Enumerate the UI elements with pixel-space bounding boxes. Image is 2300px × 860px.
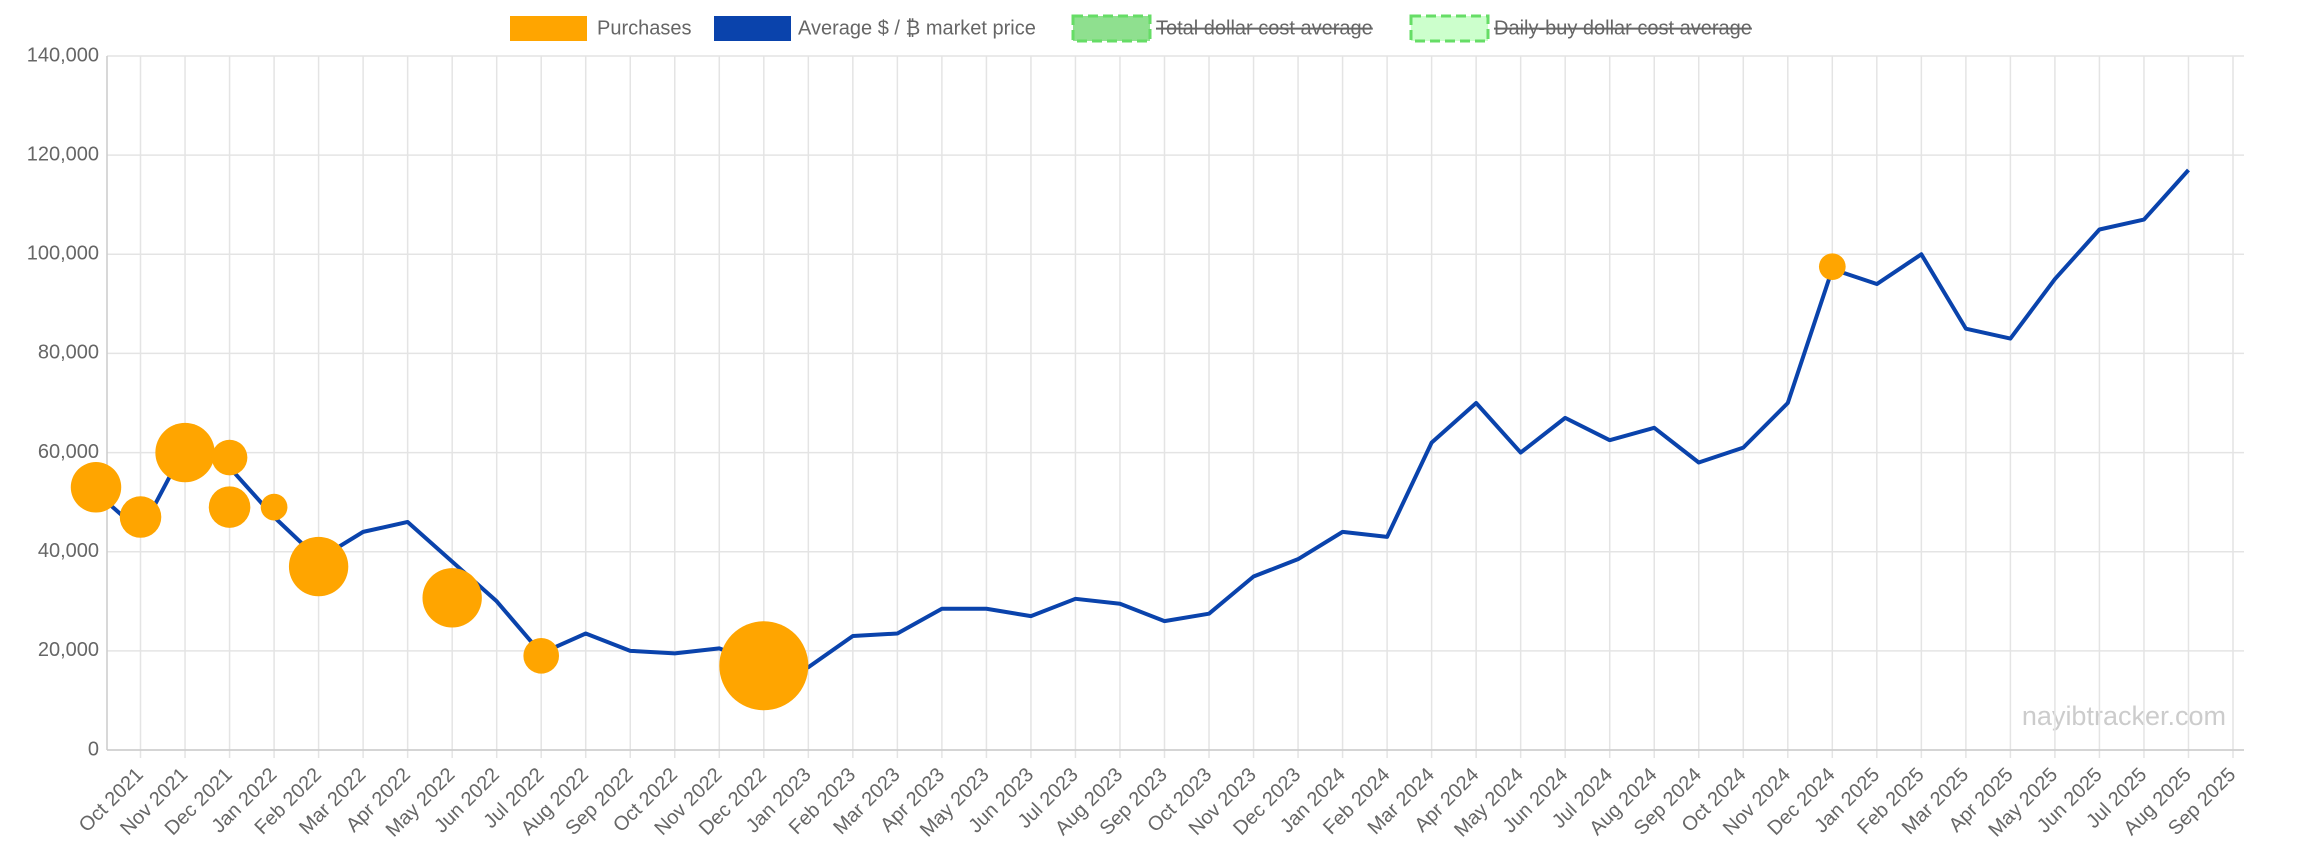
purchase-bubble bbox=[422, 568, 482, 628]
y-tick-label: 80,000 bbox=[38, 342, 99, 364]
y-tick-label: 40,000 bbox=[38, 540, 99, 562]
legend-swatch bbox=[714, 16, 791, 41]
legend-label: Total dollar cost average bbox=[1156, 17, 1373, 39]
legend-label: Average $ / ₿ market price bbox=[798, 17, 1036, 39]
y-tick-label: 60,000 bbox=[38, 441, 99, 463]
y-tick-label: 0 bbox=[88, 738, 99, 760]
legend-swatch bbox=[510, 16, 587, 41]
grid bbox=[107, 55, 2244, 758]
legend-swatch bbox=[1071, 14, 1152, 43]
watermark: nayibtracker.com bbox=[2022, 701, 2226, 731]
purchase-bubble bbox=[70, 462, 122, 513]
y-tick-label: 20,000 bbox=[38, 639, 99, 661]
legend-label: Daily-buy dollar cost average bbox=[1494, 17, 1752, 39]
purchase-bubble bbox=[719, 621, 809, 711]
legend-label: Purchases bbox=[597, 17, 692, 39]
y-tick-label: 120,000 bbox=[27, 143, 99, 165]
purchase-bubble bbox=[211, 439, 248, 476]
purchase-bubble bbox=[288, 536, 349, 597]
purchase-bubble bbox=[260, 493, 288, 521]
purchase-bubble bbox=[155, 422, 215, 483]
purchase-bubble bbox=[1818, 253, 1846, 281]
purchase-bubble bbox=[208, 486, 251, 528]
purchase-bubble bbox=[119, 496, 162, 538]
y-tick-label: 140,000 bbox=[27, 44, 99, 66]
legend-swatch bbox=[1409, 14, 1490, 43]
purchase-bubble bbox=[523, 638, 560, 674]
price-line bbox=[94, 168, 2190, 670]
y-tick-label: 100,000 bbox=[27, 243, 99, 265]
